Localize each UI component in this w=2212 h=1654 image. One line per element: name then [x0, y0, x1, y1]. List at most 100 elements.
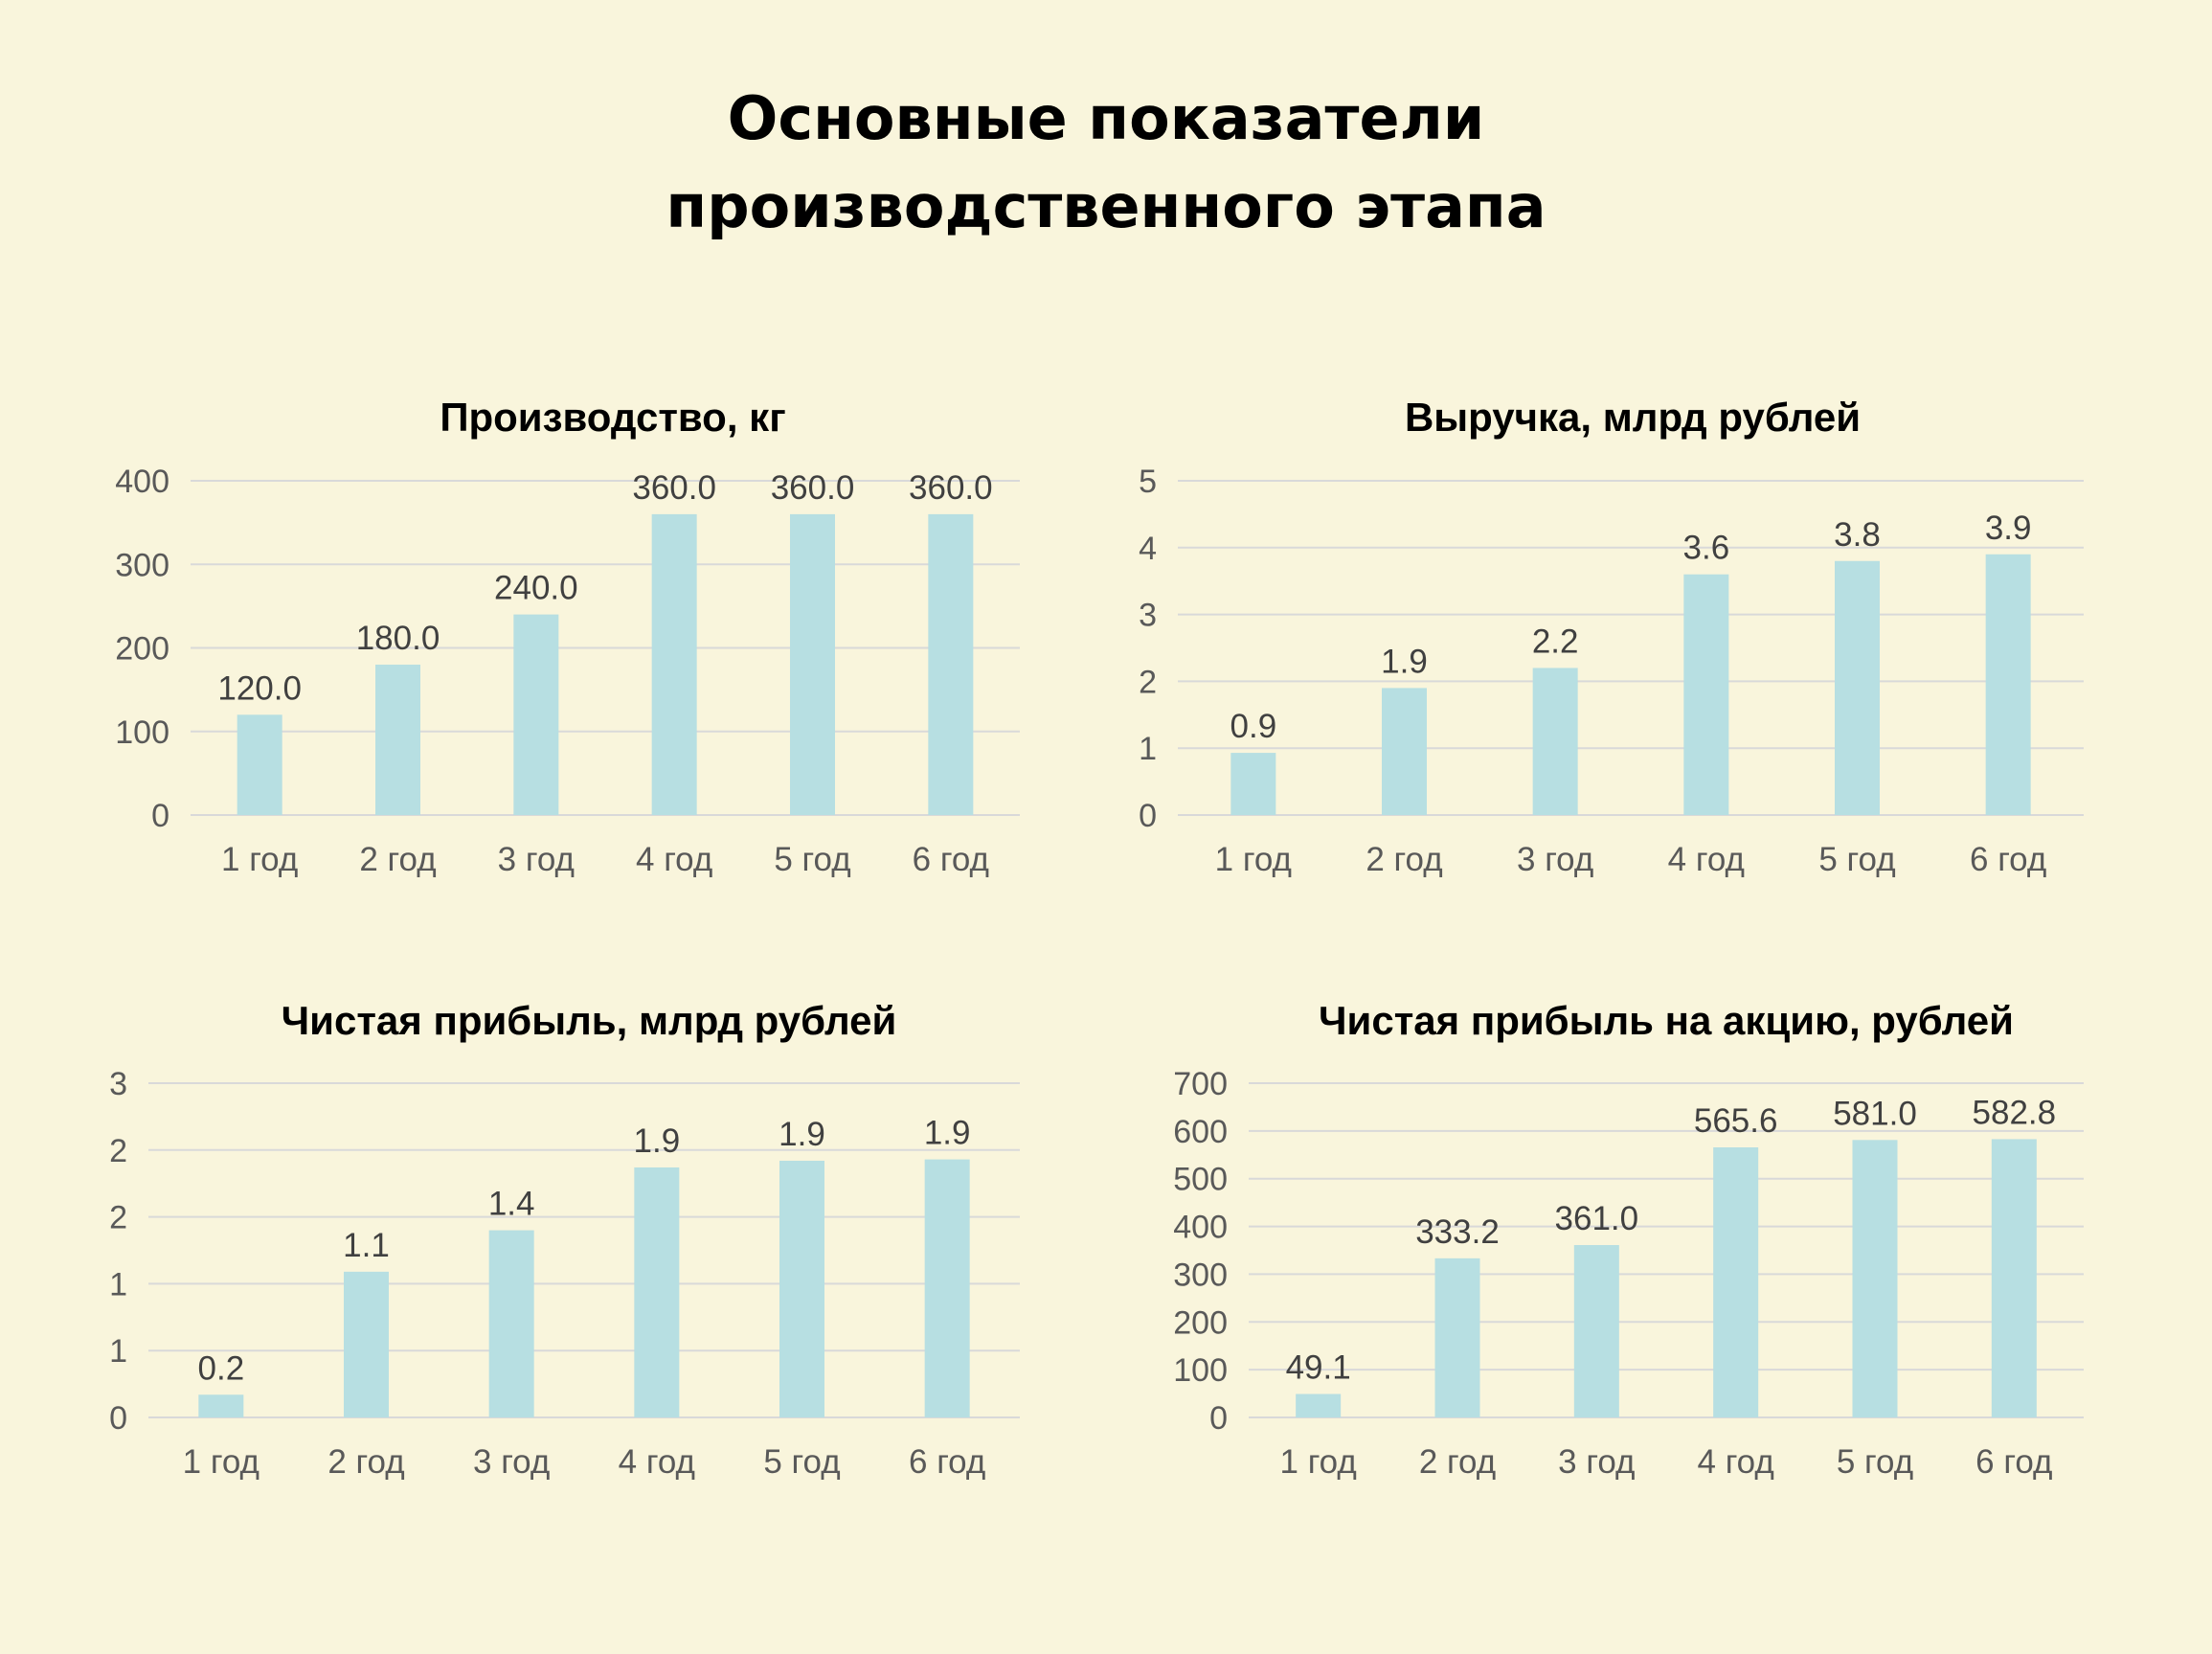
bar [924, 1159, 970, 1417]
x-tick-label: 1 год [1280, 1443, 1357, 1481]
x-tick-label: 6 год [913, 841, 989, 878]
x-tick-label: 3 год [498, 841, 575, 878]
x-tick-label: 4 год [1698, 1443, 1774, 1481]
x-tick-label: 5 год [774, 841, 850, 878]
chart-plot: 0 100 200 300 400 500 600 700 49.1 1 год 333.2 2 го… [1173, 1066, 2084, 1481]
bar [928, 513, 974, 815]
bar [1532, 668, 1578, 815]
data-label: 1.1 [343, 1227, 390, 1264]
page-title-line-2: производственного этапа [666, 171, 1546, 241]
bar [1230, 753, 1276, 815]
y-tick-label: 300 [115, 547, 169, 583]
x-tick-label: 5 год [1837, 1443, 1913, 1481]
chart-revenue: Выручка, млрд рублей 0 1 2 3 4 5 0.9 1 год 1.9 2 … [1130, 383, 2088, 900]
data-label: 0.2 [198, 1349, 245, 1387]
bar [779, 1160, 824, 1417]
x-tick-label: 4 год [636, 841, 712, 878]
data-label: 3.8 [1834, 516, 1881, 554]
bar [1434, 1257, 1480, 1417]
chart-eps: Чистая прибыль на акцию, рублей 0 100 200 3… [1130, 986, 2088, 1504]
y-tick-label: 600 [1173, 1114, 1228, 1150]
y-tick-label: 200 [115, 631, 169, 668]
bar [1835, 560, 1880, 815]
bar [513, 614, 559, 815]
x-tick-label: 2 год [1366, 841, 1442, 878]
y-tick-label: 400 [1173, 1210, 1228, 1246]
x-tick-label: 1 год [221, 841, 298, 878]
chart-title: Выручка, млрд рублей [1404, 395, 1862, 440]
data-label: 565.6 [1694, 1102, 1778, 1140]
y-tick-label: 100 [115, 714, 169, 751]
chart-title: Производство, кг [440, 395, 786, 440]
bar [344, 1271, 389, 1417]
data-label: 2.2 [1532, 623, 1579, 660]
bar [1713, 1147, 1759, 1417]
y-tick-label: 300 [1173, 1257, 1228, 1293]
bar [237, 714, 282, 815]
data-label: 360.0 [632, 469, 716, 507]
y-tick-label: 5 [1139, 464, 1157, 500]
x-tick-label: 5 год [1818, 841, 1895, 878]
bar [651, 513, 697, 815]
data-label: 1.4 [488, 1186, 535, 1223]
bar [1991, 1139, 2037, 1417]
chart-plot: 0 100 200 300 400 120.0 1 год 180.0 2 год 240.0 3 … [115, 464, 1020, 878]
data-label: 240.0 [494, 570, 578, 607]
y-tick-label: 500 [1173, 1162, 1228, 1198]
data-label: 0.9 [1230, 708, 1277, 745]
y-tick-label: 3 [109, 1066, 127, 1102]
x-tick-label: 3 год [473, 1443, 550, 1481]
x-tick-label: 1 год [1215, 841, 1292, 878]
y-tick-label: 0 [1139, 798, 1157, 834]
page-title: Основные показатели производственного эт… [0, 75, 2212, 251]
chart-title: Чистая прибыль на акцию, рублей [1319, 998, 2014, 1043]
x-tick-label: 6 год [1970, 841, 2046, 878]
y-tick-label: 2 [1139, 664, 1157, 700]
data-label: 361.0 [1555, 1200, 1639, 1237]
x-tick-label: 6 год [1975, 1443, 2052, 1481]
data-label: 333.2 [1415, 1213, 1500, 1251]
y-tick-label: 2 [109, 1200, 127, 1236]
data-label: 1.9 [779, 1116, 825, 1153]
data-label: 360.0 [909, 469, 993, 507]
data-label: 120.0 [217, 669, 302, 707]
y-tick-label: 0 [151, 798, 169, 834]
x-tick-label: 6 год [909, 1443, 985, 1481]
x-tick-label: 5 год [763, 1443, 840, 1481]
x-tick-label: 2 год [359, 841, 436, 878]
data-label: 3.9 [1985, 510, 2032, 547]
y-tick-label: 1 [109, 1333, 127, 1370]
y-tick-label: 2 [109, 1133, 127, 1169]
data-label: 1.9 [1381, 643, 1428, 680]
data-label: 3.6 [1683, 530, 1730, 567]
bar [1683, 574, 1729, 815]
x-tick-label: 2 год [1419, 1443, 1496, 1481]
chart-plot: 0 1 1 2 2 3 0.2 1 год 1.1 2 год 1.4 3 год 1.9 4 год 1.… [109, 1066, 1020, 1481]
data-label: 581.0 [1833, 1095, 1917, 1132]
x-tick-label: 3 год [1517, 841, 1593, 878]
y-tick-label: 200 [1173, 1304, 1228, 1341]
chart-plot: 0 1 2 3 4 5 0.9 1 год 1.9 2 год 2.2 3 год 3.6 4 год 3.… [1139, 464, 2084, 878]
y-tick-label: 1 [109, 1266, 127, 1303]
x-tick-label: 2 год [327, 1443, 404, 1481]
data-label: 49.1 [1286, 1349, 1351, 1387]
bar [198, 1394, 244, 1417]
y-tick-label: 400 [115, 464, 169, 500]
bar [375, 664, 420, 815]
y-tick-label: 700 [1173, 1066, 1228, 1102]
bar [1852, 1140, 1898, 1417]
bar [488, 1230, 534, 1417]
x-tick-label: 4 год [1668, 841, 1745, 878]
y-tick-label: 100 [1173, 1352, 1228, 1389]
x-tick-label: 1 год [183, 1443, 260, 1481]
page-title-line-1: Основные показатели [727, 83, 1485, 153]
y-tick-label: 0 [109, 1400, 127, 1437]
chart-production: Производство, кг 0 100 200 300 400 120.0 1 год… [86, 383, 1044, 900]
y-tick-label: 1 [1139, 731, 1157, 767]
x-tick-label: 3 год [1558, 1443, 1635, 1481]
data-label: 360.0 [771, 469, 855, 507]
bar [634, 1167, 680, 1417]
chart-title: Чистая прибыль, млрд рублей [281, 998, 897, 1043]
data-label: 1.9 [634, 1122, 681, 1160]
data-label: 1.9 [924, 1115, 971, 1152]
